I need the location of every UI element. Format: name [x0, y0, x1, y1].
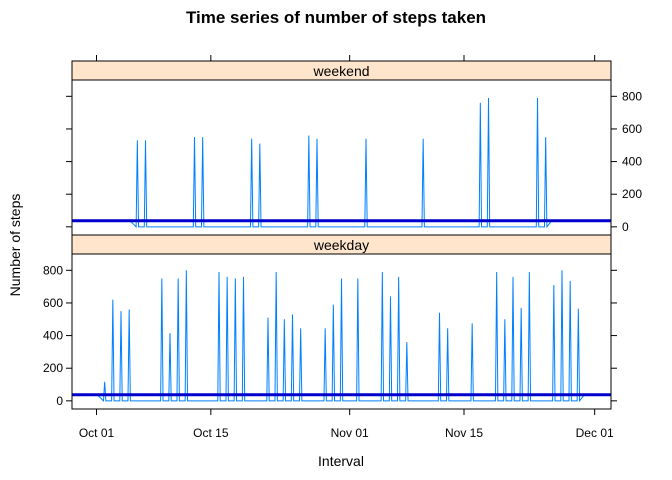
y-tick-label-weekday-600: 600: [43, 296, 63, 310]
y-tick-label-weekend-200: 200: [622, 187, 642, 201]
x-tick-label-Oct-01: Oct 01: [79, 426, 115, 440]
x-axis-label: Interval: [318, 453, 364, 469]
y-tick-label-weekend-600: 600: [622, 122, 642, 136]
y-tick-label-weekday-400: 400: [43, 329, 63, 343]
x-tick-label-Oct-15: Oct 15: [193, 426, 229, 440]
chart-title: Time series of number of steps taken: [186, 8, 486, 27]
strip-label-weekend: weekend: [312, 63, 369, 79]
y-tick-label-weekend-400: 400: [622, 155, 642, 169]
series-line-weekend: [129, 97, 553, 229]
x-tick-label-Nov-15: Nov 15: [445, 426, 483, 440]
chart-body: weekend 0 200 400 600 800 weekday 0 200 400 600 800…: [43, 55, 642, 440]
x-tick-label-Nov-01: Nov 01: [331, 426, 369, 440]
y-tick-label-weekday-200: 200: [43, 361, 63, 375]
series-line-weekday: [97, 270, 585, 403]
y-axis-label: Number of steps: [7, 194, 23, 297]
y-tick-label-weekend-0: 0: [622, 220, 629, 234]
panel-weekday: weekday 0 200 400 600 800: [43, 234, 617, 410]
y-tick-label-weekday-800: 800: [43, 263, 63, 277]
x-tick-label-Dec-01: Dec 01: [576, 426, 614, 440]
panel-frame-weekend: [71, 79, 612, 236]
panel-frame-weekday: [71, 253, 612, 410]
strip-label-weekday: weekday: [313, 237, 369, 253]
y-tick-label-weekday-0: 0: [56, 394, 63, 408]
y-tick-label-weekend-800: 800: [622, 89, 642, 103]
panel-weekend: weekend 0 200 400 600 800: [66, 60, 642, 236]
